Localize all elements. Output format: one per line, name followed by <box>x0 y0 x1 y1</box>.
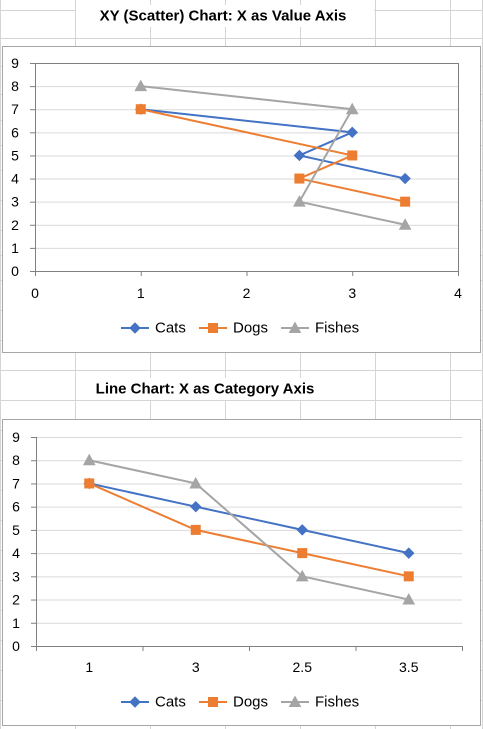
series-line <box>140 108 406 203</box>
y-tick-label: 6 <box>12 499 20 515</box>
data-point-triangle[interactable] <box>288 695 302 707</box>
data-point-diamond[interactable] <box>129 322 141 334</box>
legend-label: Cats <box>155 320 186 337</box>
series-fishes <box>134 79 412 230</box>
x-category-label: 2.5 <box>293 659 313 675</box>
chart-area[interactable] <box>2 419 481 726</box>
y-tick-label: 5 <box>12 522 20 538</box>
legend-item[interactable]: Fishes <box>281 694 359 711</box>
data-point-diamond[interactable] <box>296 524 308 536</box>
data-point-diamond[interactable] <box>399 172 411 185</box>
y-tick-label: 2 <box>11 217 19 233</box>
data-point-triangle[interactable] <box>402 593 416 605</box>
legend-item[interactable]: Cats <box>121 694 186 711</box>
scatter-chart: XY (Scatter) Chart: X as Value Axis 0 1 2 3 4… <box>2 5 481 353</box>
data-point-square[interactable] <box>135 104 146 115</box>
y-tick-label: 9 <box>11 55 19 71</box>
legend-item[interactable]: Fishes <box>281 320 359 337</box>
chart-legend: Cats Dogs Fishes <box>121 320 359 337</box>
x-category-label: 1 <box>85 659 93 675</box>
x-tick-label: 3 <box>348 285 356 301</box>
y-tick-label: 2 <box>12 592 20 608</box>
data-point-square[interactable] <box>403 571 414 582</box>
data-point-triangle[interactable] <box>295 569 309 582</box>
data-point-diamond[interactable] <box>346 126 358 139</box>
data-point-square[interactable] <box>297 548 308 559</box>
y-tick-label: 1 <box>11 240 19 256</box>
legend-label: Cats <box>155 694 186 711</box>
chart-title: XY (Scatter) Chart: X as Value Axis <box>100 8 347 25</box>
y-tick-label: 0 <box>11 263 19 279</box>
data-point-diamond[interactable] <box>190 500 202 513</box>
data-point-square[interactable] <box>208 697 218 707</box>
data-point-diamond[interactable] <box>129 696 141 708</box>
x-category-label: 3.5 <box>399 659 419 675</box>
y-tick-label: 1 <box>12 615 20 631</box>
y-tick-label: 8 <box>11 78 19 94</box>
legend-label: Fishes <box>315 694 359 711</box>
data-point-diamond[interactable] <box>403 547 415 559</box>
chart-title: Line Chart: X as Category Axis <box>96 381 315 398</box>
y-tick-label: 5 <box>11 147 19 163</box>
y-tick-label: 3 <box>12 568 20 584</box>
series-line <box>140 108 406 180</box>
legend-item[interactable]: Dogs <box>199 694 268 711</box>
y-tick-label: 0 <box>12 638 20 654</box>
data-point-triangle[interactable] <box>398 218 412 230</box>
data-point-diamond[interactable] <box>293 149 306 162</box>
data-point-triangle[interactable] <box>345 102 359 115</box>
y-tick-label: 8 <box>12 452 20 468</box>
data-point-triangle[interactable] <box>82 453 96 466</box>
data-point-triangle[interactable] <box>134 79 148 92</box>
chart-title-background <box>76 378 334 400</box>
y-tick-label: 7 <box>12 475 20 491</box>
data-point-triangle[interactable] <box>189 476 203 489</box>
series-fishes <box>82 453 416 605</box>
y-tick-label: 4 <box>12 545 20 561</box>
line-chart: Line Chart: X as Category Axis 0 1 2 3 4 5 6 7 8 9… <box>2 378 481 726</box>
chart-legend: Cats Dogs Fishes <box>121 694 359 711</box>
y-tick-label: 4 <box>11 171 19 187</box>
y-tick-label: 9 <box>12 429 20 445</box>
data-point-triangle[interactable] <box>288 321 302 333</box>
series-line <box>89 482 409 555</box>
data-point-square[interactable] <box>400 196 411 207</box>
series-line <box>140 85 406 226</box>
chart-title-background <box>76 5 374 27</box>
data-point-square[interactable] <box>84 478 95 489</box>
data-point-square[interactable] <box>190 524 201 535</box>
data-point-triangle[interactable] <box>293 195 306 207</box>
y-tick-label: 7 <box>11 101 19 117</box>
legend-item[interactable]: Cats <box>121 320 186 337</box>
data-point-square[interactable] <box>208 323 218 333</box>
series-line <box>88 482 409 578</box>
legend-label: Fishes <box>315 320 359 337</box>
x-tick-label: 1 <box>137 285 145 301</box>
x-category-label: 3 <box>192 659 200 675</box>
y-tick-label: 6 <box>11 124 19 140</box>
x-tick-label: 4 <box>454 285 462 301</box>
series-dogs <box>135 104 411 207</box>
legend-label: Dogs <box>233 320 268 337</box>
data-point-square[interactable] <box>347 150 358 161</box>
legend-label: Dogs <box>233 694 268 711</box>
y-tick-label: 3 <box>11 194 19 210</box>
data-point-square[interactable] <box>294 173 305 184</box>
x-tick-label: 0 <box>31 285 39 301</box>
legend-item[interactable]: Dogs <box>199 320 268 337</box>
x-tick-label: 2 <box>243 285 251 301</box>
series-line <box>89 459 409 601</box>
series-dogs <box>84 478 414 582</box>
